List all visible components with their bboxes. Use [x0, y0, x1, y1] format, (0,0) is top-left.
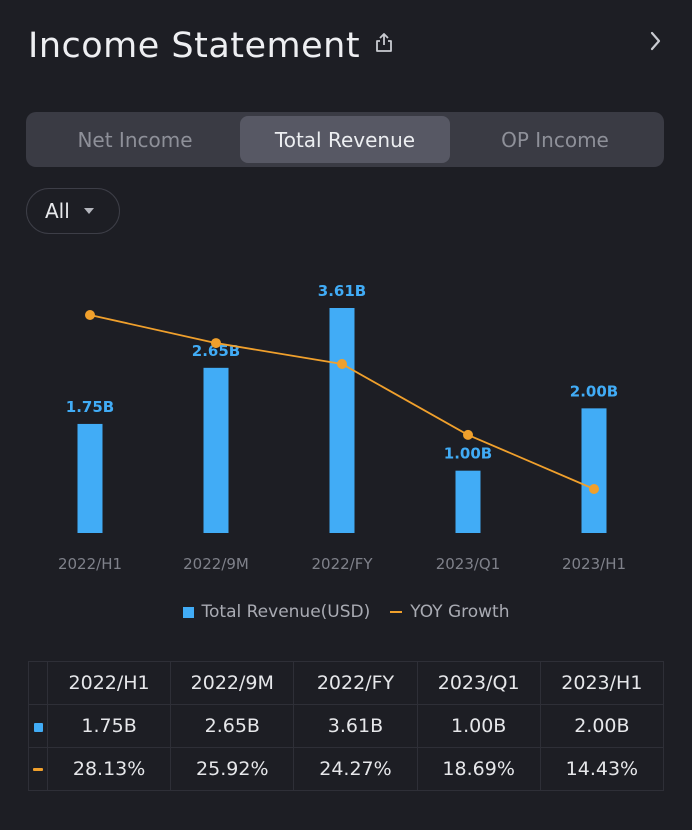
- column-header: 2023/H1: [539, 661, 665, 705]
- table-cell: 3.61B: [293, 704, 418, 748]
- bar-value-label: 1.00B: [444, 445, 492, 463]
- metric-tabs: Net Income Total Revenue OP Income: [26, 112, 664, 167]
- chevron-right-icon[interactable]: [646, 28, 666, 54]
- table-cell: 2.65B: [170, 704, 295, 748]
- growth-point: [337, 359, 347, 370]
- bar-value-label: 3.61B: [318, 282, 366, 300]
- share-icon[interactable]: [372, 31, 396, 55]
- tab-total-revenue[interactable]: Total Revenue: [240, 116, 450, 163]
- table-cell: 25.92%: [170, 747, 295, 791]
- x-tick-label: 2022/H1: [58, 555, 122, 573]
- page-title: Income Statement: [28, 26, 361, 66]
- column-header: 2022/H1: [46, 661, 172, 705]
- revenue-chart: 1.75B 2.65B 3.61B 1.00B 2.00B 2022/H1 2022/9M 2…: [58, 282, 626, 573]
- x-tick-label: 2022/FY: [311, 555, 373, 573]
- table-row-revenue: 1.75B 2.65B 3.61B 1.00B 2.00B: [28, 704, 665, 748]
- table-cell: 2.00B: [539, 704, 665, 748]
- table-corner: [28, 661, 48, 705]
- legend-line-swatch: [390, 611, 403, 613]
- caret-down-icon: [83, 208, 94, 214]
- bar-value-label: 1.75B: [66, 398, 114, 416]
- bar-value-label: 2.00B: [570, 382, 618, 400]
- table-cell: 1.75B: [46, 704, 172, 748]
- table-cell: 18.69%: [416, 747, 541, 791]
- bar: [581, 408, 607, 533]
- column-header: 2022/FY: [293, 661, 418, 705]
- table-cell: 28.13%: [46, 747, 172, 791]
- x-tick-label: 2023/Q1: [436, 555, 501, 573]
- bar-value-label: 2.65B: [192, 342, 240, 360]
- table-cell: 14.43%: [539, 747, 665, 791]
- chart-legend: Total Revenue(USD) YOY Growth: [0, 602, 692, 622]
- period-filter-value: All: [45, 199, 70, 223]
- data-table: 2022/H1 2022/9M 2022/FY 2023/Q1 2023/H1 …: [28, 661, 665, 791]
- growth-row-key: [28, 747, 48, 791]
- bar: [455, 470, 481, 533]
- revenue-swatch: [33, 723, 43, 732]
- bar: [77, 423, 103, 533]
- column-header: 2023/Q1: [416, 661, 541, 705]
- period-filter-dropdown[interactable]: All: [26, 188, 120, 234]
- tab-net-income[interactable]: Net Income: [77, 127, 193, 152]
- table-header-row: 2022/H1 2022/9M 2022/FY 2023/Q1 2023/H1: [28, 661, 665, 705]
- growth-point: [85, 310, 95, 320]
- growth-point: [211, 338, 221, 349]
- growth-point: [589, 484, 599, 494]
- table-row-growth: 28.13% 25.92% 24.27% 18.69% 14.43%: [28, 747, 665, 791]
- bar: [329, 308, 355, 533]
- x-tick-label: 2023/H1: [562, 555, 626, 573]
- growth-swatch: [33, 768, 43, 771]
- table-cell: 24.27%: [293, 747, 418, 791]
- x-tick-label: 2022/9M: [183, 555, 249, 573]
- growth-point: [463, 429, 473, 440]
- legend-line-label: YOY Growth: [410, 602, 510, 622]
- bar: [203, 367, 229, 533]
- revenue-row-key: [28, 704, 48, 748]
- legend-bar-swatch: [182, 606, 194, 618]
- column-header: 2022/9M: [170, 661, 295, 705]
- header: Income Statement: [28, 22, 396, 70]
- legend-bar-label: Total Revenue(USD): [201, 602, 371, 622]
- tab-op-income[interactable]: OP Income: [501, 127, 609, 152]
- table-cell: 1.00B: [416, 704, 541, 748]
